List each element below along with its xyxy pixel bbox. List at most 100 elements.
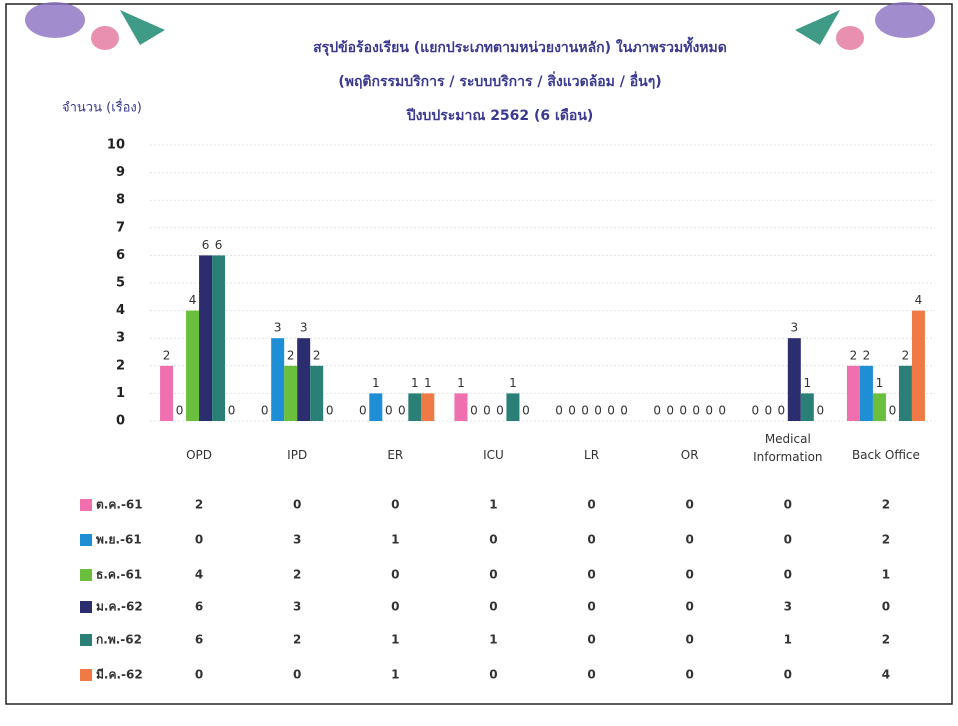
table-cell: 1 <box>489 498 497 512</box>
x-tick-label: ER <box>387 448 404 462</box>
data-label: 0 <box>568 404 576 418</box>
bar <box>846 365 860 421</box>
bar <box>859 365 873 421</box>
bar <box>408 393 422 421</box>
data-label: 4 <box>915 293 923 307</box>
bar <box>872 393 886 421</box>
table-cell: 0 <box>195 533 203 547</box>
data-label: 0 <box>385 404 393 418</box>
table-cell: 1 <box>882 568 890 582</box>
table-cell: 0 <box>686 633 694 647</box>
bar <box>284 365 298 421</box>
table-cell: 4 <box>195 568 203 582</box>
data-label: 0 <box>607 404 615 418</box>
table-cell: 0 <box>391 600 399 614</box>
data-label: 2 <box>850 348 858 362</box>
bar <box>199 255 213 421</box>
data-label: 0 <box>398 404 406 418</box>
data-label: 0 <box>261 404 269 418</box>
table-cell: 0 <box>587 668 595 682</box>
table-cell: 3 <box>293 533 301 547</box>
y-tick-label: 10 <box>107 138 125 153</box>
legend-swatch <box>80 499 92 511</box>
bar <box>212 255 226 421</box>
data-label: 0 <box>653 404 661 418</box>
table-cell: 0 <box>784 533 792 547</box>
data-label: 1 <box>372 376 380 390</box>
decoration <box>25 2 935 50</box>
table-cell: 0 <box>391 568 399 582</box>
y-tick-label: 3 <box>116 331 125 346</box>
table-cell: 0 <box>489 533 497 547</box>
legend-label: ก.พ.-62 <box>96 633 142 647</box>
legend-swatch <box>80 601 92 613</box>
data-label: 3 <box>300 321 308 335</box>
bar <box>800 393 814 421</box>
table-cell: 0 <box>686 568 694 582</box>
data-label: 2 <box>863 348 871 362</box>
data-label: 0 <box>470 404 478 418</box>
data-label: 6 <box>215 238 223 252</box>
data-label: 2 <box>163 348 171 362</box>
table-cell: 0 <box>784 568 792 582</box>
table-cell: 2 <box>293 568 301 582</box>
table-cell: 0 <box>587 633 595 647</box>
legend-swatch <box>80 569 92 581</box>
data-label: 0 <box>620 404 628 418</box>
y-axis-label: จำนวน (เรื่อง) <box>62 99 142 116</box>
table-cell: 0 <box>293 498 301 512</box>
data-label: 0 <box>764 404 772 418</box>
data-label: 0 <box>777 404 785 418</box>
x-tick-label: IPD <box>287 448 308 462</box>
table-cell: 2 <box>882 633 890 647</box>
table-cell: 1 <box>784 633 792 647</box>
table-cell: 0 <box>686 498 694 512</box>
table-cell: 1 <box>391 633 399 647</box>
data-label: 0 <box>581 404 589 418</box>
table-cell: 0 <box>293 668 301 682</box>
bar <box>787 338 801 421</box>
table-cell: 0 <box>489 568 497 582</box>
data-label: 0 <box>359 404 367 418</box>
data-label: 0 <box>176 404 184 418</box>
table-cell: 3 <box>293 600 301 614</box>
data-label: 1 <box>457 376 465 390</box>
data-label: 0 <box>326 404 334 418</box>
data-label: 1 <box>803 376 811 390</box>
x-tick-label: Medical Information <box>753 432 823 464</box>
data-label: 1 <box>424 376 432 390</box>
table-cell: 1 <box>391 533 399 547</box>
data-label: 0 <box>679 404 687 418</box>
data-label: 0 <box>705 404 713 418</box>
data-label: 0 <box>751 404 759 418</box>
bar <box>186 310 200 421</box>
table-cell: 0 <box>587 568 595 582</box>
table-cell: 0 <box>489 600 497 614</box>
legend-swatch <box>80 634 92 646</box>
table-cell: 0 <box>686 533 694 547</box>
data-label: 0 <box>522 404 530 418</box>
data-label: 6 <box>202 238 210 252</box>
legend-label: ต.ค.-61 <box>96 498 143 512</box>
bar <box>310 365 324 421</box>
data-label: 0 <box>692 404 700 418</box>
data-label: 0 <box>594 404 602 418</box>
table-cell: 0 <box>882 600 890 614</box>
x-tick-label: LR <box>584 448 600 462</box>
legend-label: ม.ค.-62 <box>96 600 143 614</box>
table-cell: 3 <box>784 600 792 614</box>
legend-label: พ.ย.-61 <box>96 533 142 547</box>
data-label: 2 <box>313 348 321 362</box>
y-tick-label: 2 <box>116 358 125 373</box>
y-tick-label: 8 <box>116 193 125 208</box>
y-tick-label: 7 <box>116 220 125 235</box>
table-cell: 1 <box>489 633 497 647</box>
table-cell: 2 <box>195 498 203 512</box>
legend-swatch <box>80 669 92 681</box>
table-cell: 6 <box>195 600 203 614</box>
bar <box>160 365 174 421</box>
data-label: 1 <box>411 376 419 390</box>
bar <box>898 365 912 421</box>
bar <box>421 393 435 421</box>
